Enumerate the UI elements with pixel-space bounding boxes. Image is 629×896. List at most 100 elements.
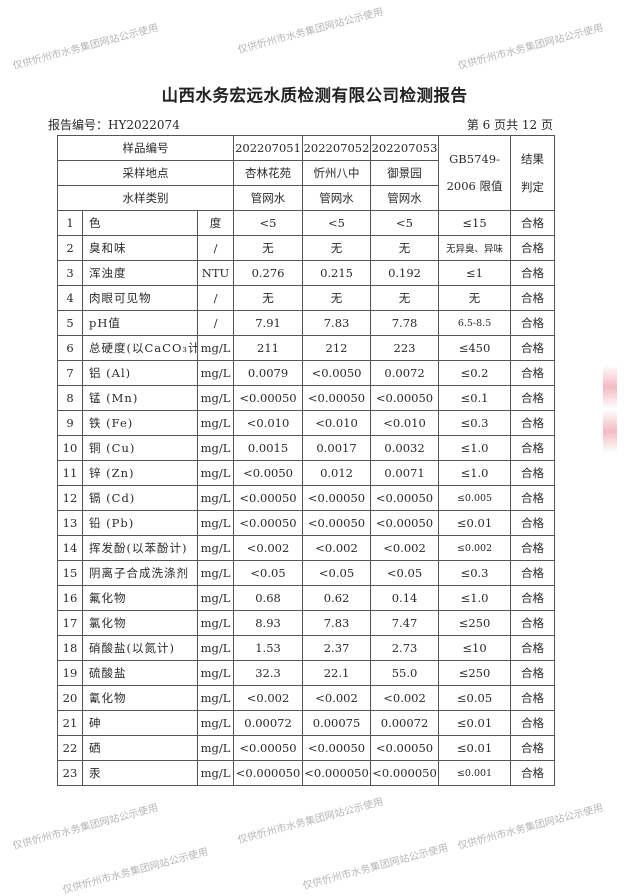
value-sample-3: <0.05 bbox=[370, 560, 440, 586]
value-sample-3: 0.0072 bbox=[370, 360, 440, 386]
unit: / bbox=[196, 285, 235, 311]
table-row: 6 总硬度(以CaCO₃计) mg/L 211 212 223 ≤450 合格 bbox=[57, 335, 556, 361]
watermark: 仅供忻州市水务集团网站公示使用 bbox=[11, 22, 160, 73]
value-sample-3: <0.002 bbox=[370, 535, 440, 561]
value-sample-1: 8.93 bbox=[233, 610, 304, 636]
value-sample-2: <0.002 bbox=[302, 685, 372, 711]
value-sample-1: 1.53 bbox=[233, 635, 304, 661]
limit: ≤0.05 bbox=[438, 685, 512, 711]
value-sample-2: 无 bbox=[302, 235, 372, 261]
unit: 度 bbox=[196, 210, 235, 236]
table-row: 1 色度 <5 <5 <5 ≤15 合格 bbox=[57, 210, 556, 236]
item-name: 氟化物 bbox=[82, 585, 198, 611]
table-row: 5 pH值/7.91 7.83 7.78 6.5-8.5 合格 bbox=[57, 310, 556, 336]
limit: ≤0.01 bbox=[438, 710, 512, 736]
limit: 6.5-8.5 bbox=[438, 310, 512, 336]
result-label-1: 结果 bbox=[521, 152, 545, 166]
result: 合格 bbox=[510, 460, 556, 486]
value-sample-2: 无 bbox=[302, 285, 372, 311]
limit-label-1: GB5749- bbox=[449, 152, 500, 166]
row-number: 23 bbox=[57, 760, 83, 786]
unit: mg/L bbox=[196, 560, 235, 586]
unit: mg/L bbox=[196, 660, 235, 686]
header-row-type: 水样类别 管网水 管网水 管网水 bbox=[56, 185, 555, 211]
item-name: 铜 (Cu) bbox=[82, 435, 198, 461]
item-name: 硒 bbox=[82, 735, 198, 761]
row-number: 9 bbox=[57, 410, 83, 436]
type-label: 水样类别 bbox=[56, 185, 235, 211]
value-sample-2: 212 bbox=[302, 335, 372, 361]
value-sample-1: 0.276 bbox=[233, 260, 304, 286]
value-sample-1: 32.3 bbox=[233, 660, 304, 686]
row-number: 6 bbox=[57, 335, 83, 361]
header-row-location: 采样地点 杏林花苑 忻州八中 御景园 bbox=[56, 160, 555, 186]
table-row: 19 硫酸盐 mg/L 32.3 22.1 55.0 ≤250 合格 bbox=[57, 660, 556, 686]
table-row: 11 锌 (Zn) mg/L <0.0050 0.012 0.0071 ≤1.0 合格 bbox=[57, 460, 556, 486]
limit: ≤1 bbox=[438, 260, 512, 286]
limit: ≤1.0 bbox=[438, 585, 512, 611]
limit-label-2: 2006 限值 bbox=[446, 179, 503, 193]
item-name: 浑浊度 bbox=[82, 260, 198, 286]
sample-no: 202207051 bbox=[233, 135, 304, 161]
limit: ≤250 bbox=[438, 660, 512, 686]
watermark: 仅供忻州市水务集团网站公示使用 bbox=[236, 6, 385, 57]
sample-no: 202207052 bbox=[302, 135, 372, 161]
limit: 无 bbox=[438, 285, 512, 311]
row-number: 21 bbox=[57, 710, 83, 736]
value-sample-2: 0.62 bbox=[302, 585, 372, 611]
limit: ≤0.3 bbox=[438, 410, 512, 436]
result: 合格 bbox=[510, 685, 556, 711]
sample-type: 管网水 bbox=[302, 185, 372, 211]
unit: mg/L bbox=[196, 535, 235, 561]
table-row: 3 浑浊度 NTU 0.276 0.215 0.192 ≤1 合格 bbox=[57, 260, 556, 286]
item-name: 硫酸盐 bbox=[82, 660, 198, 686]
value-sample-1: <0.002 bbox=[233, 685, 304, 711]
value-sample-2: 22.1 bbox=[302, 660, 372, 686]
value-sample-3: <0.010 bbox=[370, 410, 440, 436]
row-number: 17 bbox=[57, 610, 83, 636]
watermark: 仅供忻州市水务集团网站公示使用 bbox=[61, 846, 210, 896]
item-name: 锰 (Mn) bbox=[82, 385, 198, 411]
result: 合格 bbox=[510, 610, 556, 636]
value-sample-1: <0.010 bbox=[233, 410, 304, 436]
unit: mg/L bbox=[196, 435, 235, 461]
item-name: 色 bbox=[82, 210, 198, 236]
value-sample-1: 0.0015 bbox=[233, 435, 304, 461]
unit: mg/L bbox=[196, 635, 235, 661]
value-sample-3: 7.78 bbox=[370, 310, 440, 336]
value-sample-2: 0.012 bbox=[302, 460, 372, 486]
result: 合格 bbox=[510, 735, 556, 761]
item-name: 铁 (Fe) bbox=[82, 410, 198, 436]
value-sample-3: 7.47 bbox=[370, 610, 440, 636]
row-number: 15 bbox=[57, 560, 83, 586]
limit: ≤10 bbox=[438, 635, 512, 661]
unit: mg/L bbox=[196, 610, 235, 636]
value-sample-2: <0.00050 bbox=[302, 385, 372, 411]
sample-location: 忻州八中 bbox=[302, 160, 372, 186]
sample-no: 202207053 bbox=[370, 135, 440, 161]
table-row: 15 阴离子合成洗涤剂 mg/L <0.05 <0.05 <0.05 ≤0.3 合格 bbox=[57, 560, 556, 586]
value-sample-2: 2.37 bbox=[302, 635, 372, 661]
value-sample-3: 223 bbox=[370, 335, 440, 361]
value-sample-2: 0.0017 bbox=[302, 435, 372, 461]
row-number: 11 bbox=[57, 460, 83, 486]
unit: mg/L bbox=[196, 460, 235, 486]
results-table: 样品编号 202207051 202207052 202207053 GB574… bbox=[56, 135, 556, 786]
unit: mg/L bbox=[196, 335, 235, 361]
limit: 无异臭、异味 bbox=[438, 235, 512, 261]
value-sample-2: <0.0050 bbox=[302, 360, 372, 386]
location-label: 采样地点 bbox=[56, 160, 235, 186]
row-number: 20 bbox=[57, 685, 83, 711]
result: 合格 bbox=[510, 535, 556, 561]
row-number: 18 bbox=[57, 635, 83, 661]
item-name: 镉 (Cd) bbox=[82, 485, 198, 511]
value-sample-2: 7.83 bbox=[302, 310, 372, 336]
watermark: 仅供忻州市水务集团网站公示使用 bbox=[301, 842, 450, 893]
value-sample-1: 7.91 bbox=[233, 310, 304, 336]
item-name: 阴离子合成洗涤剂 bbox=[82, 560, 198, 586]
item-name: 氰化物 bbox=[82, 685, 198, 711]
unit: mg/L bbox=[196, 710, 235, 736]
item-name: 臭和味 bbox=[82, 235, 198, 261]
result: 合格 bbox=[510, 235, 556, 261]
